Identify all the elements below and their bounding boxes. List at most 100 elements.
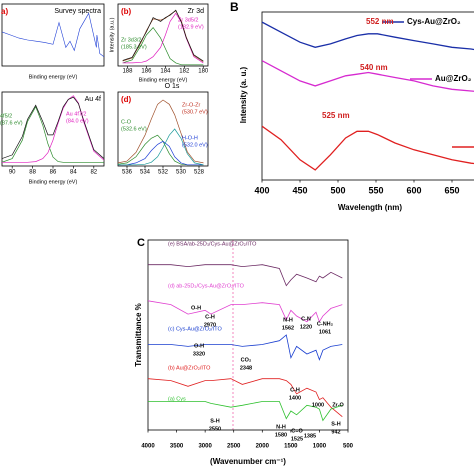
spectrum-line bbox=[148, 334, 343, 361]
x-tick-label: 186 bbox=[141, 69, 152, 75]
spectrum-line bbox=[2, 96, 104, 159]
x-tick-label: 4000 bbox=[141, 444, 155, 450]
panel-label: C bbox=[137, 237, 145, 249]
panel-title: Au 4f bbox=[85, 96, 101, 103]
annotation: N-H bbox=[276, 424, 286, 430]
plot-frame bbox=[147, 239, 349, 431]
panel-label: a) bbox=[1, 7, 8, 16]
series-label: (c) Cys-Au@ZrO₂/ITO bbox=[168, 326, 222, 332]
spectrum-line bbox=[262, 125, 474, 171]
x-tick-label: 600 bbox=[406, 185, 421, 195]
annotation: (87.6 eV) bbox=[0, 120, 23, 126]
spectrum-line bbox=[148, 378, 343, 418]
x-tick-label: 84 bbox=[70, 170, 77, 176]
panel-label: B bbox=[230, 0, 239, 14]
annotation: (530.7 eV) bbox=[182, 109, 208, 115]
annotation: O-H bbox=[194, 343, 204, 349]
x-axis-label: Binding energy (eV) bbox=[29, 74, 78, 80]
panel-title: Zr 3d bbox=[188, 8, 204, 15]
x-tick-label: 88 bbox=[29, 170, 36, 176]
series-label: (d) ab-25D₃/Cys-Au@ZrO₂/ITO bbox=[168, 283, 245, 289]
annotation: 4f5/2 bbox=[0, 113, 12, 119]
annotation: C=O bbox=[291, 428, 303, 434]
annotation: 2348 bbox=[240, 365, 252, 371]
annotation: C-H bbox=[205, 314, 215, 320]
annotation: Zr 3d5/2 bbox=[178, 17, 198, 23]
annotation: C-N bbox=[301, 316, 311, 322]
panel-title: Survey spectra bbox=[54, 8, 101, 15]
annotation: S-H bbox=[210, 418, 220, 424]
annotation: 1580 bbox=[275, 432, 287, 438]
spectrum-line bbox=[118, 99, 204, 164]
annotation: N-H bbox=[283, 317, 293, 323]
annotation: 3320 bbox=[193, 351, 205, 357]
x-tick-label: 1500 bbox=[284, 444, 298, 450]
y-axis-label: Intensity (a. u.) bbox=[239, 66, 248, 123]
spectrum-line bbox=[262, 60, 474, 92]
annotation: 2970 bbox=[204, 322, 216, 328]
x-axis-label: (Wavenumber cm⁻¹) bbox=[210, 457, 286, 466]
x-axis-label: Wavelength (nm) bbox=[338, 203, 402, 212]
annotation: 1525 bbox=[291, 436, 303, 442]
annotation: 1061 bbox=[319, 329, 331, 335]
annotation: Au 4f7/2 bbox=[66, 111, 87, 117]
x-tick-label: 2500 bbox=[227, 444, 241, 450]
x-tick-label: 528 bbox=[194, 170, 205, 176]
x-axis-label: Binding energy (eV) bbox=[139, 77, 188, 83]
annotation: 1385 bbox=[304, 433, 316, 439]
annotation: (532.6 eV) bbox=[121, 126, 147, 132]
x-tick-label: 530 bbox=[176, 170, 187, 176]
annotation: 540 nm bbox=[360, 63, 388, 72]
spectrum-line bbox=[148, 401, 343, 422]
x-tick-label: 400 bbox=[254, 185, 269, 195]
x-tick-label: 182 bbox=[179, 69, 190, 75]
panel-label: (d) bbox=[121, 95, 132, 104]
series-label: (e) BSA/ab-25D₃/Cys-Au@ZrO₂/ITO bbox=[168, 241, 257, 247]
x-tick-label: 500 bbox=[343, 444, 354, 450]
x-tick-label: 536 bbox=[122, 170, 133, 176]
annotation: O-H bbox=[191, 305, 201, 311]
annotation: C-O bbox=[121, 119, 132, 125]
annotation: (182.9 eV) bbox=[178, 24, 204, 30]
annotation: 1220 bbox=[300, 324, 312, 330]
x-tick-label: 2000 bbox=[256, 444, 270, 450]
annotation: C-H bbox=[290, 387, 300, 393]
legend-label: Au@ZrO₂ bbox=[435, 74, 472, 83]
spectrum-line bbox=[148, 264, 343, 287]
spectrum-line bbox=[262, 21, 474, 51]
x-tick-label: 86 bbox=[50, 170, 57, 176]
x-tick-label: 90 bbox=[9, 170, 16, 176]
series-label: (b) Au@ZrO₂/ITO bbox=[168, 365, 211, 371]
annotation: 525 nm bbox=[322, 111, 350, 120]
annotation: H-O-H bbox=[182, 135, 198, 141]
x-tick-label: 450 bbox=[292, 185, 307, 195]
annotation: Zr-O-Zr bbox=[182, 102, 200, 108]
plot-frame bbox=[1, 3, 105, 67]
annotation: 552 nm bbox=[366, 17, 394, 26]
annotation: (532.0 eV) bbox=[182, 142, 208, 148]
x-tick-label: 1000 bbox=[313, 444, 327, 450]
x-tick-label: 3500 bbox=[170, 444, 184, 450]
annotation: (84.0 eV) bbox=[66, 118, 89, 124]
annotation: C-NH₂ bbox=[317, 321, 334, 327]
annotation: 1000 bbox=[312, 402, 324, 408]
series-label: (a) Cys bbox=[168, 396, 186, 402]
y-axis-label: Transmittance % bbox=[134, 303, 143, 367]
x-tick-label: 500 bbox=[330, 185, 345, 195]
spectrum-line bbox=[2, 12, 104, 57]
x-tick-label: 650 bbox=[444, 185, 459, 195]
spectrum-line bbox=[118, 128, 204, 166]
x-tick-label: 184 bbox=[160, 69, 171, 75]
x-tick-label: 82 bbox=[90, 170, 97, 176]
y-axis-label: Intensity (a.u.) bbox=[109, 17, 115, 52]
panel-label: (b) bbox=[121, 7, 132, 16]
plot-frame bbox=[117, 3, 209, 67]
x-tick-label: 534 bbox=[140, 170, 151, 176]
spectrum-line bbox=[122, 27, 204, 66]
x-axis-label: Binding energy (eV) bbox=[29, 179, 78, 185]
annotation: (185.3 eV) bbox=[121, 44, 147, 50]
x-tick-label: 3000 bbox=[198, 444, 212, 450]
annotation: Zr-O bbox=[332, 402, 344, 408]
